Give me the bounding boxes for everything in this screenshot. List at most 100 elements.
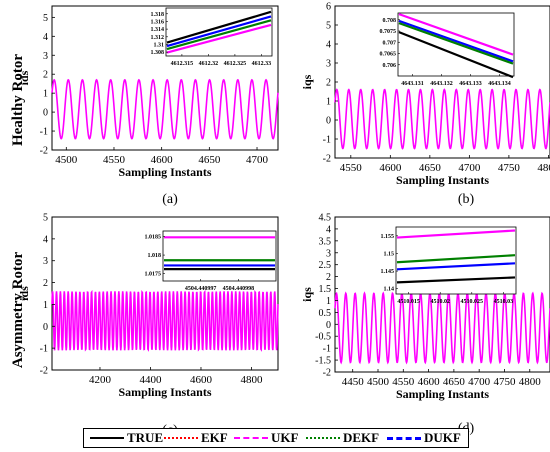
y-tick-label: 5 — [43, 13, 48, 24]
x-tick-label: 4800 — [240, 374, 263, 386]
x-tick-label: 4600 — [190, 374, 213, 386]
x-axis-label: Sampling Instants — [118, 385, 211, 399]
legend-item-true: TRUE — [90, 429, 163, 447]
y-tick-label: 3 — [43, 51, 48, 62]
y-axis-label: ids — [17, 70, 31, 85]
y-tick-label: 4 — [326, 224, 331, 235]
legend: TRUE EKF UKF DEKF DUKF — [83, 428, 469, 448]
inset-y-tick-label: 1.155 — [381, 234, 395, 240]
inset-x-tick-label: 4643.132 — [430, 81, 453, 87]
panel-label: (a) — [162, 192, 178, 207]
inset-y-tick-label: 1.314 — [151, 27, 165, 33]
inset-y-tick-label: 1.018 — [148, 253, 162, 259]
y-axis-label: iqs — [300, 287, 314, 302]
x-tick-label: 4500 — [55, 154, 78, 166]
y-tick-label: 0 — [43, 322, 48, 333]
y-tick-label: -0.5 — [315, 332, 331, 343]
inset-line-ukf — [398, 13, 514, 56]
y-tick-label: 0 — [43, 108, 48, 119]
y-tick-label: 1 — [43, 300, 48, 311]
y-tick-label: -1 — [40, 127, 48, 138]
series-line-ukf — [334, 88, 550, 150]
inset-line-dekf — [396, 254, 516, 264]
y-tick-label: 3 — [326, 59, 331, 70]
inset-y-tick-label: 1.14 — [384, 287, 395, 293]
inset-y-tick-label: 0.707 — [383, 40, 397, 46]
inset-y-tick-label: 0.7065 — [380, 52, 397, 58]
x-tick-label: 4700 — [468, 376, 491, 388]
y-tick-label: 3 — [43, 256, 48, 267]
x-tick-label: 4550 — [340, 162, 363, 174]
y-tick-label: 2 — [43, 278, 48, 289]
chart-panel: 4550 4600 4650 4700 4750 4800 -2 -1 0 1 2 3 4 5 6 Sampl… — [300, 2, 550, 207]
y-tick-label: 4 — [43, 32, 48, 43]
inset-line-dekf — [398, 22, 514, 65]
x-tick-label: 4700 — [246, 154, 269, 166]
inset-x-tick-label: 4504.440997 — [185, 286, 217, 292]
y-axis-label: ids — [17, 286, 31, 301]
inset-y-tick-label: 0.7075 — [380, 29, 397, 35]
x-tick-label: 4650 — [443, 376, 466, 388]
inset-line-true — [398, 31, 514, 79]
series-line-ukf — [51, 289, 279, 352]
inset-line-ukf — [166, 23, 272, 54]
inset-y-tick-label: 1.0185 — [145, 235, 162, 241]
inset-y-tick-label: 1.318 — [151, 12, 165, 18]
x-tick-label: 4400 — [139, 374, 162, 386]
x-axis-label: Sampling Instants — [396, 173, 489, 187]
inset-zoom: 4643.131 4643.132 4643.133 4643.134 0.706 0.7… — [380, 12, 515, 87]
inset-zoom: 4612.315 4612.32 4612.325 4612.331.3081.311… — [151, 7, 273, 67]
y-tick-label: 3 — [326, 248, 331, 259]
inset-zoom: 4510.015 4510.02 4510.025 4510.03 1.14 1.145 1… — [381, 226, 517, 305]
x-tick-label: 4650 — [419, 162, 442, 174]
x-tick-label: 4650 — [198, 154, 221, 166]
y-tick-label: 5 — [43, 213, 48, 224]
inset-x-tick-label: 4612.325 — [224, 61, 247, 67]
y-axis-label: iqs — [300, 74, 314, 89]
inset-x-tick-label: 4510.025 — [461, 299, 484, 305]
x-tick-label: 4750 — [498, 162, 521, 174]
x-tick-label: 4600 — [418, 376, 441, 388]
inset-line-true — [396, 276, 516, 284]
inset-line-dukf — [166, 15, 272, 48]
inset-frame — [162, 230, 277, 282]
inset-line-ukf — [396, 229, 516, 239]
x-tick-label: 4450 — [342, 376, 365, 388]
y-tick-label: 0.5 — [319, 308, 332, 319]
y-tick-label: -1 — [323, 344, 331, 355]
legend-item-dekf: DEKF — [306, 429, 379, 447]
x-tick-label: 4550 — [103, 154, 126, 166]
y-tick-label: 0 — [326, 116, 331, 127]
inset-x-tick-label: 4504.440998 — [223, 286, 255, 292]
x-tick-label: 4500 — [367, 376, 390, 388]
y-tick-label: 2 — [43, 70, 48, 81]
y-tick-label: 1 — [43, 89, 48, 100]
inset-x-tick-label: 4510.03 — [494, 299, 514, 305]
y-tick-label: 4 — [326, 40, 331, 51]
inset-line-dukf — [398, 19, 514, 63]
y-tick-label: 1 — [326, 296, 331, 307]
x-tick-label: 4800 — [519, 376, 542, 388]
inset-x-tick-label: 4510.02 — [430, 299, 450, 305]
inset-y-tick-label: 1.31 — [154, 42, 165, 48]
row-label: Healthy Rotor — [10, 54, 26, 146]
x-tick-label: 4700 — [458, 162, 481, 174]
x-tick-label: 4600 — [151, 154, 174, 166]
y-tick-label: 5 — [326, 21, 331, 32]
legend-item-ekf: EKF — [164, 429, 228, 447]
y-tick-label: 2 — [326, 272, 331, 283]
y-tick-label: 1 — [326, 97, 331, 108]
inset-x-tick-label: 4643.131 — [401, 81, 424, 87]
inset-x-tick-label: 4612.32 — [199, 61, 219, 67]
y-tick-label: -2 — [323, 154, 331, 165]
y-tick-label: 2.5 — [319, 260, 332, 271]
inset-line-true — [166, 10, 272, 44]
y-tick-label: -1.5 — [315, 356, 331, 367]
inset-x-tick-label: 4643.134 — [488, 81, 511, 87]
y-tick-label: 4 — [43, 234, 48, 245]
x-axis-label: Sampling Instants — [118, 165, 211, 179]
inset-x-tick-label: 4643.133 — [459, 81, 482, 87]
y-tick-label: 3.5 — [319, 236, 332, 247]
inset-line-dekf — [166, 19, 272, 51]
inset-y-tick-label: 1.308 — [151, 50, 165, 56]
